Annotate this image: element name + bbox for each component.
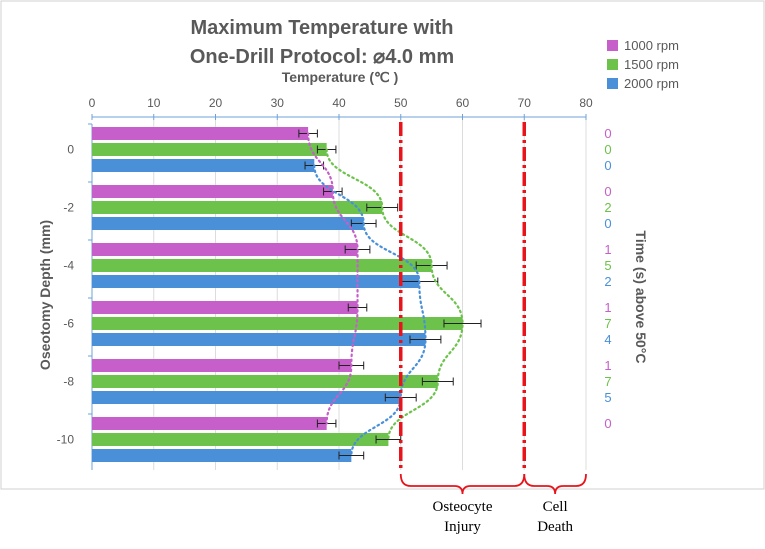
right-axis-title: Time (s) above 50°C	[633, 231, 649, 364]
time-value: 2	[604, 274, 611, 289]
trend-curve	[313, 164, 427, 457]
bar	[92, 217, 364, 230]
bar	[92, 359, 352, 372]
legend-label: 1000 rpm	[624, 38, 679, 53]
bar	[92, 375, 438, 388]
time-value: 7	[604, 316, 611, 331]
bar	[92, 433, 389, 446]
legend-label: 1500 rpm	[624, 57, 679, 72]
time-value: 0	[604, 142, 611, 157]
bar	[92, 333, 426, 346]
bar	[92, 159, 315, 172]
time-value: 5	[604, 258, 611, 273]
y-axis-title: Oseotomy Depth (mm)	[37, 220, 53, 370]
bar	[92, 417, 327, 430]
y-category-label: -4	[63, 259, 74, 273]
x-tick-label-30: 30	[271, 96, 285, 110]
bar	[92, 243, 358, 256]
time-value: 7	[604, 374, 611, 389]
x-tick-label-70: 70	[518, 96, 532, 110]
threshold-lines	[399, 122, 526, 470]
time-value: 0	[604, 216, 611, 231]
x-tick-label-40: 40	[332, 96, 346, 110]
trend-curves	[307, 132, 464, 457]
time-value: 1	[604, 242, 611, 257]
y-category-label: -6	[63, 317, 74, 331]
y-category-labels: 0 -2 -4 -6 -8 -10	[57, 143, 75, 447]
legend: 1000 rpm 1500 rpm 2000 rpm	[607, 38, 679, 91]
time-value: 0	[604, 416, 611, 431]
trend-curve	[307, 132, 359, 425]
time-value: 0	[604, 158, 611, 173]
time-value: 5	[604, 390, 611, 405]
bar	[92, 185, 333, 198]
legend-swatch	[607, 78, 618, 89]
x-tick-label-50: 50	[394, 96, 408, 110]
bar	[92, 259, 432, 272]
legend-swatch	[607, 40, 618, 51]
time-value: 1	[604, 300, 611, 315]
trend-curve	[325, 148, 464, 441]
y-category-label: -8	[63, 375, 74, 389]
time-value: 0	[604, 126, 611, 141]
legend-label: 2000 rpm	[624, 76, 679, 91]
zone-label: Osteocyte	[433, 499, 493, 515]
legend-swatch	[607, 59, 618, 70]
bar	[92, 275, 420, 288]
grid-lines	[88, 114, 587, 470]
zone-label: Cell	[543, 499, 568, 515]
bar	[92, 317, 463, 330]
time-value: 4	[604, 332, 611, 347]
bar	[92, 143, 327, 156]
time-value: 2	[604, 200, 611, 215]
chart-title-line-2: One-Drill Protocol: ⌀4.0 mm	[190, 46, 454, 68]
x-tick-label-0: 0	[89, 96, 96, 110]
chart-title-line-1: Maximum Temperature with	[190, 17, 453, 39]
zone-bracket	[523, 473, 587, 495]
x-tick-labels: 0 10 20 30 40 50 60 70 80	[89, 96, 593, 110]
zone-label: Injury	[444, 519, 481, 535]
zone-label: Death	[537, 519, 573, 535]
bar	[92, 201, 383, 214]
x-tick-label-80: 80	[579, 96, 593, 110]
y-category-label: 0	[67, 143, 74, 157]
x-axis-title: Temperature (℃ )	[282, 69, 399, 85]
x-tick-label-20: 20	[209, 96, 223, 110]
bar	[92, 449, 352, 462]
y-category-label: -10	[57, 433, 75, 447]
bar	[92, 391, 401, 404]
time-value: 0	[604, 184, 611, 199]
y-category-label: -2	[63, 201, 74, 215]
x-tick-label-10: 10	[147, 96, 161, 110]
bar	[92, 127, 309, 140]
bar	[92, 301, 358, 314]
x-tick-label-60: 60	[456, 96, 470, 110]
time-value: 1	[604, 358, 611, 373]
zone-bracket	[399, 473, 526, 495]
zone-brackets: Osteocyte Injury Cell Death	[399, 473, 587, 535]
bars	[92, 127, 482, 462]
